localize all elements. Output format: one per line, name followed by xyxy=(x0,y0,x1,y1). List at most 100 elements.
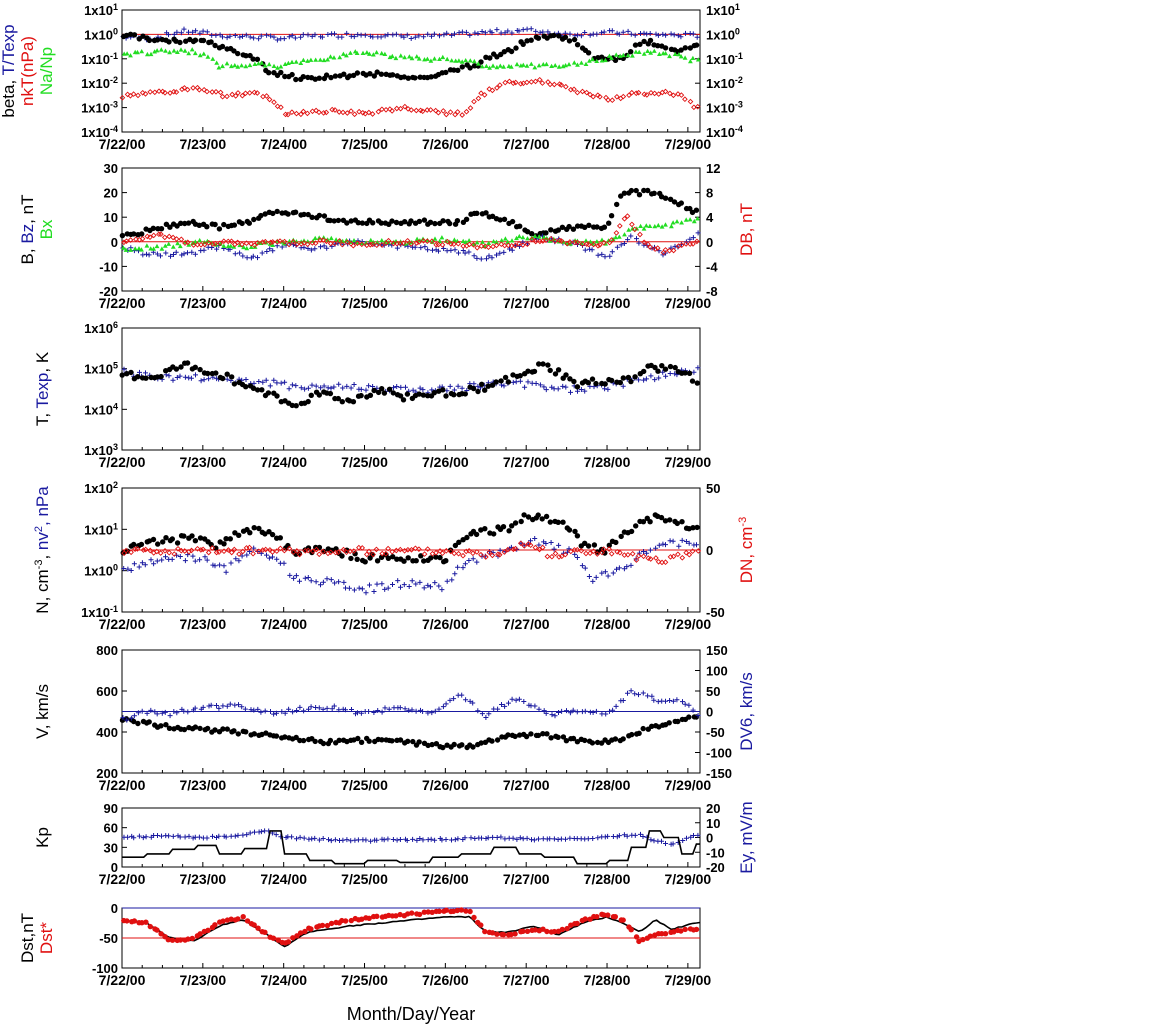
svg-text:Na/Np: Na/Np xyxy=(37,47,56,95)
data-point xyxy=(513,379,519,385)
data-point xyxy=(293,76,299,83)
data-point xyxy=(679,519,685,525)
data-point xyxy=(543,541,549,546)
data-point xyxy=(625,374,632,381)
data-point xyxy=(356,544,362,551)
data-point xyxy=(255,706,261,712)
data-point xyxy=(173,236,180,242)
data-point xyxy=(177,243,183,249)
data-point xyxy=(418,245,424,251)
x-tick-label: 7/25/00 xyxy=(341,972,388,988)
data-point xyxy=(601,224,608,230)
y2-tick-label: -50 xyxy=(706,605,725,620)
data-point xyxy=(660,31,666,37)
data-point xyxy=(274,208,280,215)
y2-tick-label: -8 xyxy=(706,284,718,299)
data-point xyxy=(652,377,658,383)
data-point xyxy=(527,542,534,549)
data-point xyxy=(373,242,380,249)
data-point xyxy=(316,837,322,843)
data-point xyxy=(575,388,580,394)
data-point xyxy=(197,52,203,58)
data-point xyxy=(235,916,241,922)
data-point xyxy=(250,550,256,557)
data-point xyxy=(593,574,599,580)
data-point xyxy=(416,239,422,245)
data-point xyxy=(358,739,365,745)
data-point xyxy=(494,252,499,258)
data-point xyxy=(467,105,474,111)
data-point xyxy=(184,86,191,93)
y2-tick-label: -50 xyxy=(706,725,725,740)
data-point xyxy=(181,26,187,32)
data-point xyxy=(158,931,164,937)
data-point xyxy=(612,914,618,920)
data-point xyxy=(221,243,227,248)
data-point xyxy=(528,79,535,85)
data-point xyxy=(390,582,395,587)
data-point xyxy=(587,58,592,63)
data-point xyxy=(578,547,585,554)
data-point xyxy=(490,834,496,840)
data-point xyxy=(352,551,358,557)
data-point xyxy=(594,58,600,63)
y-tick-label: 0 xyxy=(111,860,118,875)
data-point xyxy=(463,697,469,703)
data-point xyxy=(582,565,588,571)
data-point xyxy=(302,928,308,935)
x-axis-title: Month/Day/Year xyxy=(347,1004,475,1024)
data-point xyxy=(419,108,426,115)
data-point xyxy=(119,94,126,101)
data-point xyxy=(405,546,411,553)
data-point xyxy=(264,552,269,558)
data-point xyxy=(221,541,227,547)
data-point xyxy=(641,38,647,45)
data-point xyxy=(486,549,493,556)
data-point xyxy=(320,740,327,747)
data-point xyxy=(268,33,274,39)
data-point xyxy=(463,58,469,63)
data-point xyxy=(196,86,203,93)
data-point xyxy=(558,82,565,88)
data-point xyxy=(366,915,372,921)
data-point xyxy=(655,222,661,228)
data-point xyxy=(174,29,180,35)
data-point xyxy=(166,32,171,38)
data-point xyxy=(474,240,480,245)
data-point xyxy=(404,32,410,38)
data-point xyxy=(189,47,195,52)
data-point xyxy=(505,379,512,385)
y2-tick-label: 1x10-4 xyxy=(706,124,743,140)
data-point xyxy=(320,110,327,116)
data-point xyxy=(599,570,605,576)
data-point xyxy=(593,380,599,387)
data-point xyxy=(204,29,210,35)
data-point xyxy=(473,531,480,538)
data-point xyxy=(250,385,257,391)
data-point xyxy=(267,239,274,246)
data-point xyxy=(258,709,264,715)
data-point xyxy=(452,31,457,37)
data-point xyxy=(475,61,481,66)
y-tick-label: 1x102 xyxy=(84,480,118,496)
data-point xyxy=(175,241,180,246)
y-tick-label: 200 xyxy=(96,766,118,781)
data-point xyxy=(620,736,626,742)
data-point xyxy=(379,550,386,557)
data-point xyxy=(427,107,434,113)
data-point xyxy=(695,832,701,838)
data-point xyxy=(609,249,615,255)
data-point xyxy=(436,706,442,712)
data-point xyxy=(201,247,207,253)
data-point xyxy=(630,226,635,231)
data-point xyxy=(170,234,176,241)
data-point xyxy=(212,922,218,928)
data-point xyxy=(551,928,558,935)
data-point xyxy=(494,85,500,91)
data-point xyxy=(667,517,673,523)
data-point xyxy=(386,706,392,712)
data-point xyxy=(456,58,462,63)
data-point xyxy=(605,833,611,839)
data-point xyxy=(529,231,535,237)
data-point xyxy=(185,936,191,942)
